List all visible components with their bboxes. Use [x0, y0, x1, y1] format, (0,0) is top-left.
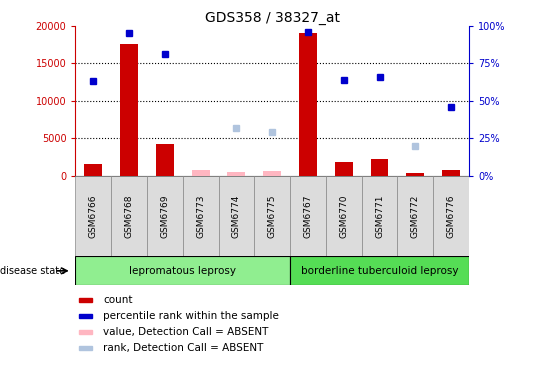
- Text: GSM6776: GSM6776: [446, 194, 455, 238]
- Bar: [85, 164, 102, 176]
- Text: GSM6771: GSM6771: [375, 194, 384, 238]
- Bar: [362, 176, 397, 256]
- Bar: [75, 256, 290, 285]
- Bar: [79, 346, 92, 351]
- Bar: [290, 256, 469, 285]
- Text: disease state: disease state: [0, 266, 65, 276]
- Text: GSM6775: GSM6775: [268, 194, 277, 238]
- Bar: [75, 176, 111, 256]
- Text: percentile rank within the sample: percentile rank within the sample: [103, 311, 279, 321]
- Text: GSM6774: GSM6774: [232, 194, 241, 238]
- Text: lepromatous leprosy: lepromatous leprosy: [129, 266, 236, 276]
- Text: GSM6772: GSM6772: [411, 194, 420, 238]
- Text: value, Detection Call = ABSENT: value, Detection Call = ABSENT: [103, 327, 268, 337]
- Bar: [299, 33, 317, 176]
- Bar: [371, 159, 389, 176]
- Text: GSM6769: GSM6769: [161, 194, 169, 238]
- Bar: [442, 171, 460, 176]
- Bar: [79, 330, 92, 335]
- Bar: [433, 176, 469, 256]
- Bar: [290, 176, 326, 256]
- Bar: [120, 44, 138, 176]
- Text: GSM6768: GSM6768: [125, 194, 134, 238]
- Bar: [263, 174, 281, 176]
- Bar: [79, 314, 92, 318]
- Text: GSM6770: GSM6770: [339, 194, 348, 238]
- Text: GSM6773: GSM6773: [196, 194, 205, 238]
- Bar: [335, 162, 353, 176]
- Title: GDS358 / 38327_at: GDS358 / 38327_at: [205, 11, 340, 25]
- Bar: [406, 173, 424, 176]
- Bar: [156, 144, 174, 176]
- Text: GSM6767: GSM6767: [303, 194, 313, 238]
- Bar: [397, 176, 433, 256]
- Bar: [79, 298, 92, 302]
- Bar: [227, 172, 245, 176]
- Bar: [263, 171, 281, 176]
- Bar: [111, 176, 147, 256]
- Text: GSM6766: GSM6766: [89, 194, 98, 238]
- Text: rank, Detection Call = ABSENT: rank, Detection Call = ABSENT: [103, 343, 264, 354]
- Bar: [183, 176, 218, 256]
- Bar: [192, 171, 210, 176]
- Text: count: count: [103, 295, 133, 305]
- Bar: [218, 176, 254, 256]
- Bar: [227, 175, 245, 176]
- Text: borderline tuberculoid leprosy: borderline tuberculoid leprosy: [301, 266, 458, 276]
- Bar: [147, 176, 183, 256]
- Bar: [192, 174, 210, 176]
- Bar: [326, 176, 362, 256]
- Bar: [254, 176, 290, 256]
